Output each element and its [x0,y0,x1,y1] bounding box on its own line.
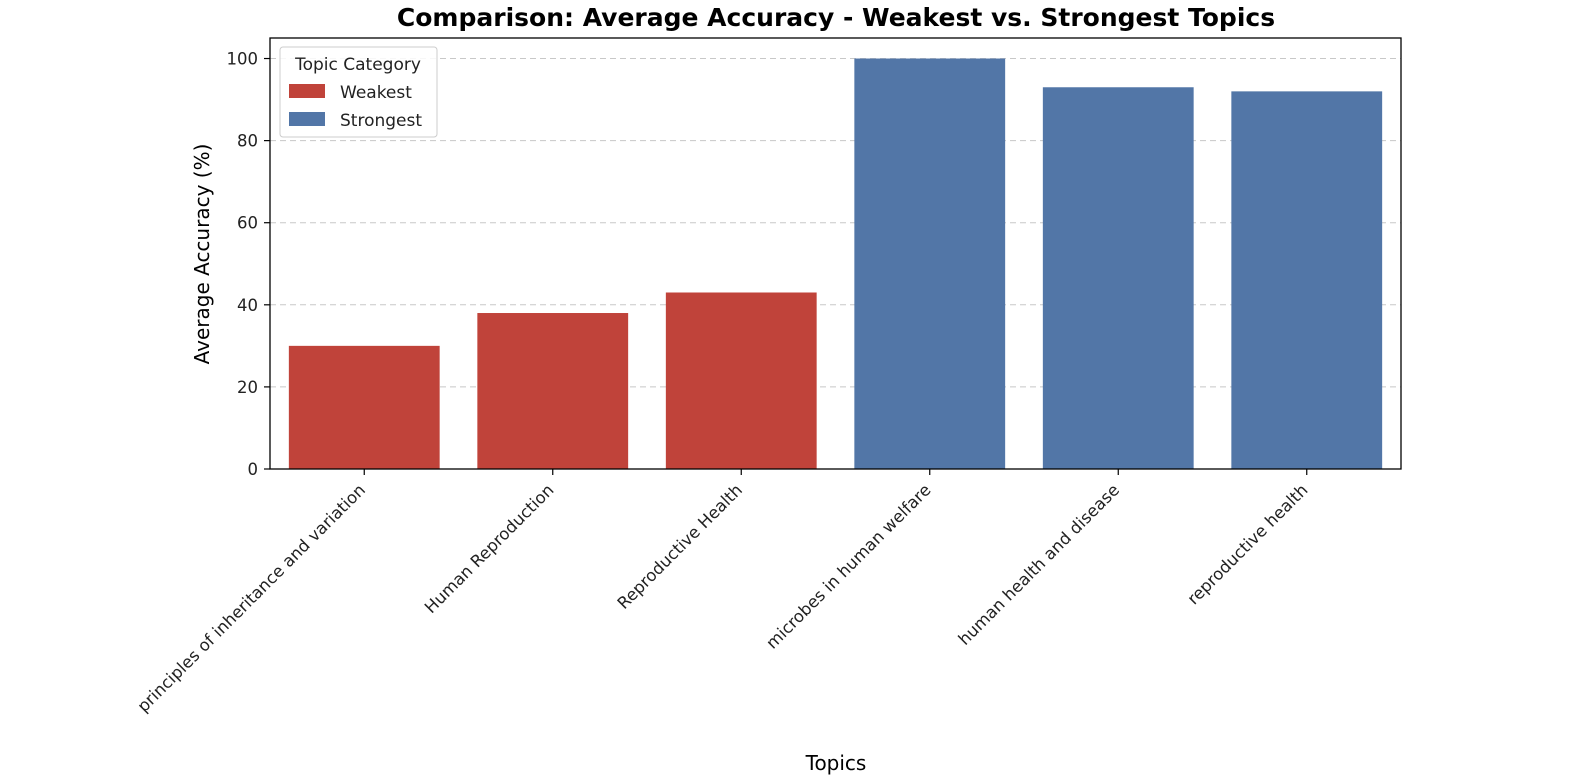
legend-label-weakest: Weakest [340,83,412,103]
legend: Topic Category Weakest Strongest [279,46,438,138]
x-tick-label-reproductive-health: reproductive health [1184,480,1312,608]
y-tick-label-80: 80 [237,132,258,151]
chart-title: Comparison: Average Accuracy - Weakest v… [397,3,1275,32]
x-axis: principles of inheritance and variation H… [134,469,1312,716]
y-tick-label-60: 60 [237,214,258,233]
bar-reproductive-health [1231,91,1383,469]
y-tick-label-100: 100 [227,50,259,69]
legend-swatch-weakest [289,84,325,98]
x-tick-label-human-health-and-disease: human health and disease [955,480,1123,648]
bar-human-reproduction [477,313,629,469]
x-tick-label-human-reproduction: Human Reproduction [421,480,558,617]
bar-principles-of-inheritance-and-variation [288,345,440,469]
bar-human-health-and-disease [1042,87,1194,469]
legend-label-strongest: Strongest [340,111,422,131]
y-axis-label: Average Accuracy (%) [190,144,214,365]
x-tick-label-principles-of-inheritance-and-variation: principles of inheritance and variation [134,480,369,715]
x-tick-label-reproductive-health: Reproductive Health [614,480,746,612]
gridlines [270,58,1401,388]
x-tick-label-microbes-in-human-welfare: microbes in human welfare [762,480,934,652]
plot-frame [269,37,1402,470]
y-tick-label-20: 20 [237,378,258,397]
bars [288,58,1383,470]
legend-swatch-strongest [289,112,325,126]
y-tick-label-40: 40 [237,296,258,315]
legend-title: Topic Category [294,55,421,75]
y-tick-label-0: 0 [248,460,259,479]
bar-reproductive-health [665,292,817,469]
y-axis: 0 20 40 60 80 100 [227,50,270,479]
bar-microbes-in-human-welfare [854,58,1006,470]
x-axis-label: Topics [805,751,867,775]
